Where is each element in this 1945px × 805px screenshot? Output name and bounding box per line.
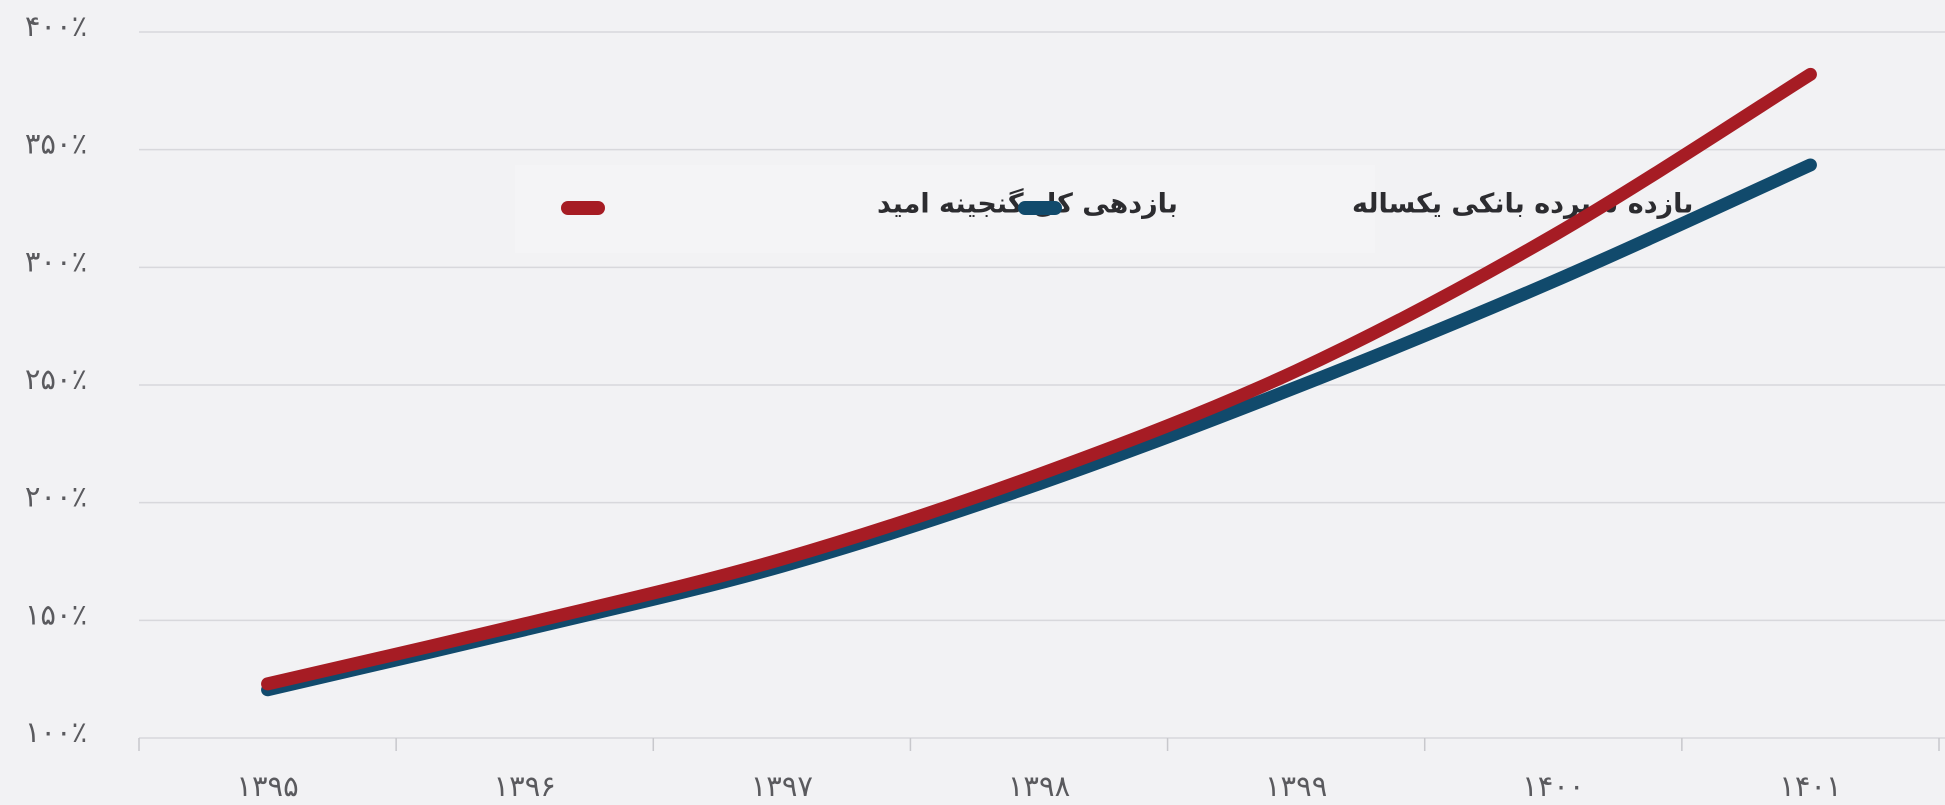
y-tick-label: ۳۰۰٪ — [25, 244, 87, 278]
x-tick-label: ۱۳۹۷ — [751, 769, 813, 803]
y-tick-label: ۲۰۰٪ — [25, 480, 87, 514]
y-tick-label: ۱۰۰٪ — [25, 715, 87, 749]
x-tick-label: ۱۳۹۸ — [1008, 769, 1070, 803]
chart: ۱۰۰٪ ۱۵۰٪ ۲۰۰٪ ۲۵۰٪ ۳۰۰٪ ۳۵۰٪ ۴۰۰٪ ۱۳۹۵ ۱۳۹۶ ۱۳۹۷… — [0, 0, 1945, 805]
x-tick-label: ۱۴۰۰ — [1522, 769, 1584, 803]
x-tick-label: ۱۳۹۶ — [494, 769, 556, 803]
y-tick-label: ۱۵۰٪ — [25, 597, 87, 631]
page: {"chart_data": {"type": "line", "categor… — [0, 0, 1945, 805]
y-tick-label: ۴۰۰٪ — [25, 9, 87, 43]
x-tick-label: ۱۳۹۵ — [236, 769, 298, 803]
x-tick-label: ۱۳۹۹ — [1265, 769, 1327, 803]
y-tick-label: ۳۵۰٪ — [25, 127, 87, 161]
legend-label: بازده سپرده بانکی یکساله — [1352, 189, 1693, 220]
x-tick-label: ۱۴۰۱ — [1779, 769, 1841, 803]
y-tick-label: ۲۵۰٪ — [25, 362, 87, 396]
